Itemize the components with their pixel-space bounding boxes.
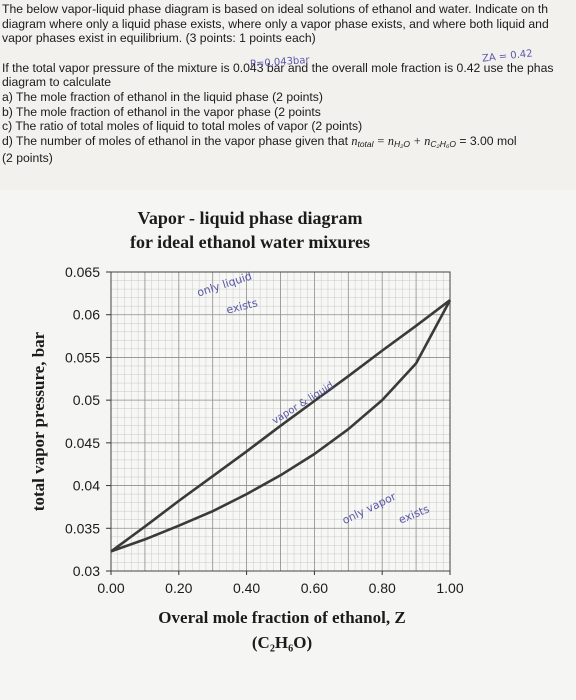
equals-n: = n bbox=[373, 133, 394, 148]
y-tick-label: 0.045 bbox=[65, 435, 100, 451]
total-moles-value: = 3.00 mol bbox=[455, 133, 517, 148]
chart-title-line-2: for ideal ethanol water mixures bbox=[130, 232, 370, 252]
x-tick-label: 0.60 bbox=[301, 580, 328, 596]
y-tick-label: 0.065 bbox=[65, 264, 100, 280]
y-tick-label: 0.055 bbox=[65, 349, 100, 365]
dew-point-curve bbox=[110, 299, 452, 553]
n-total-subscript: total bbox=[357, 138, 374, 149]
y-tick-label: 0.04 bbox=[73, 478, 100, 494]
intro-line-2: diagram where only a liquid phase exists… bbox=[2, 16, 549, 31]
x-tick-label: 1.00 bbox=[436, 580, 463, 596]
n-total-symbol: n bbox=[351, 133, 358, 148]
x-axis-formula: (C₂H₆O) bbox=[252, 633, 312, 652]
part-d: d) The number of moles of ethanol in the… bbox=[2, 134, 576, 152]
part-b: b) The mole fraction of ethanol in the v… bbox=[2, 104, 321, 119]
problem-statement: The below vapor-liquid phase diagram is … bbox=[2, 2, 576, 166]
h2o-subscript: H₂O bbox=[393, 138, 410, 149]
y-axis-label: total vapor pressure, bar bbox=[29, 331, 48, 511]
plus-n: + n bbox=[409, 133, 431, 148]
part-d-points: (2 points) bbox=[2, 151, 53, 166]
y-tick-label: 0.035 bbox=[65, 520, 100, 536]
given-line-2: diagram to calculate bbox=[2, 75, 112, 90]
y-tick-label: 0.03 bbox=[73, 563, 100, 579]
part-c: c) The ratio of total moles of liquid to… bbox=[2, 119, 363, 134]
y-tick-label: 0.06 bbox=[73, 307, 100, 323]
plot-frame bbox=[110, 271, 451, 572]
x-tick-label: 0.80 bbox=[369, 580, 396, 596]
part-a: a) The mole fraction of ethanol in the l… bbox=[2, 89, 323, 104]
x-axis-label: Overal mole fraction of ethanol, Z bbox=[158, 608, 405, 627]
y-tick-label: 0.05 bbox=[73, 392, 100, 408]
bubble-point-line bbox=[110, 299, 451, 553]
given-line-1: If the total vapor pressure of the mixtu… bbox=[2, 60, 554, 75]
chart-title-line-1: Vapor - liquid phase diagram bbox=[137, 208, 363, 228]
part-d-text: d) The number of moles of ethanol in the… bbox=[2, 133, 352, 148]
intro-line-3: vapor phases exist in equilibrium. (3 po… bbox=[2, 31, 316, 46]
x-tick-label: 0.40 bbox=[233, 580, 260, 596]
ethanol-subscript: C₂H₆O bbox=[430, 138, 456, 149]
intro-line-1: The below vapor-liquid phase diagram is … bbox=[2, 2, 549, 16]
x-tick-label: 0.20 bbox=[165, 580, 192, 596]
x-tick-label: 0.00 bbox=[97, 580, 124, 596]
